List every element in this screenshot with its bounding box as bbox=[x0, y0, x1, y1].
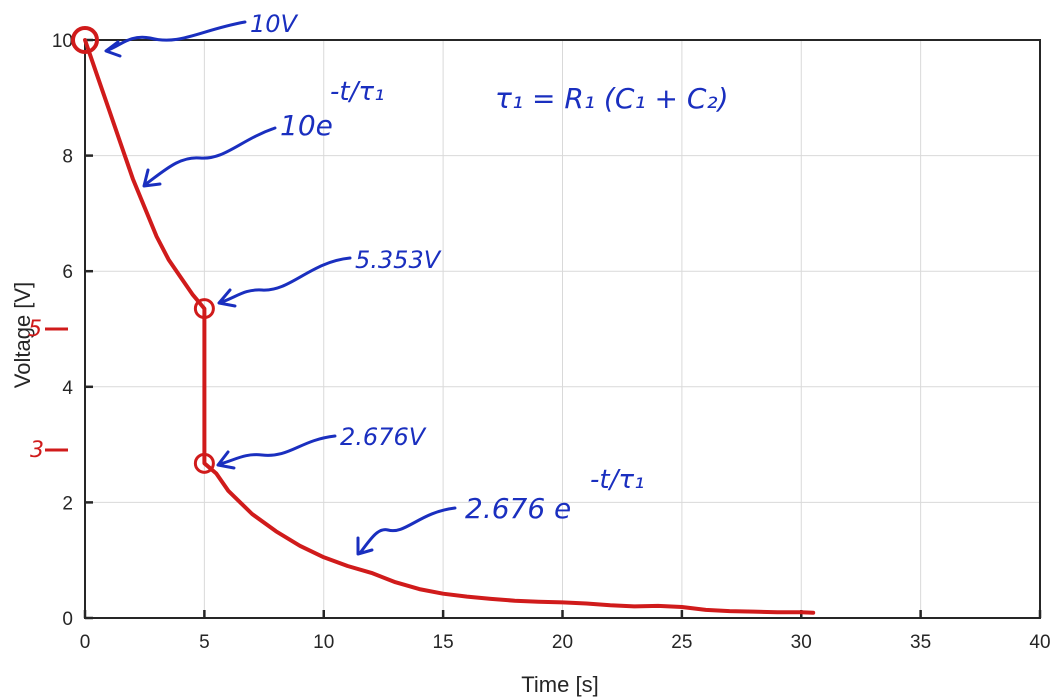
eq1-base: 10e bbox=[280, 109, 333, 142]
handwritten-tick-5: 5 bbox=[28, 317, 42, 342]
y-tick-label: 2 bbox=[62, 493, 73, 514]
grid-lines bbox=[84, 39, 1041, 619]
x-tick-label: 40 bbox=[1029, 632, 1050, 653]
arrow-5353v bbox=[217, 256, 352, 308]
y-tick-label: 6 bbox=[62, 262, 73, 283]
tick-labels: 0 5 10 15 20 25 30 35 40 0 2 4 6 8 10 bbox=[52, 31, 1051, 653]
label-5353v: 5.353V bbox=[355, 246, 442, 274]
handwritten-tick-3: 3 bbox=[30, 438, 44, 463]
y-axis-label: Voltage [V] bbox=[10, 282, 35, 388]
arrow-2676v bbox=[216, 434, 337, 470]
x-tick-label: 30 bbox=[791, 632, 812, 653]
point-marker bbox=[193, 298, 215, 320]
voltage-curve bbox=[83, 38, 816, 615]
x-tick-label: 10 bbox=[313, 632, 334, 653]
tau-equation: τ₁ = R₁ (C₁ + C₂) bbox=[495, 82, 729, 115]
x-tick-label: 35 bbox=[910, 632, 931, 653]
plot-frame bbox=[84, 39, 1041, 619]
arrow-eq1 bbox=[142, 126, 277, 188]
eq1-exponent: -t/τ₁ bbox=[330, 77, 384, 107]
x-tick-label: 20 bbox=[552, 632, 573, 653]
arrow-10v bbox=[104, 20, 247, 58]
y-tick-label: 8 bbox=[62, 147, 73, 168]
label-10v: 10V bbox=[250, 10, 299, 38]
arrow-eq2 bbox=[356, 506, 457, 556]
label-2676v: 2.676V bbox=[340, 423, 427, 451]
x-tick-label: 5 bbox=[199, 632, 210, 653]
point-marker bbox=[193, 452, 215, 474]
x-axis-label: Time [s] bbox=[521, 672, 598, 697]
y-tick-label: 0 bbox=[62, 609, 73, 630]
point-marker bbox=[71, 26, 99, 54]
eq2-exponent: -t/τ₁ bbox=[590, 465, 644, 495]
x-tick-label: 15 bbox=[433, 632, 454, 653]
eq2-base: 2.676 e bbox=[465, 492, 571, 525]
y-tick-label: 10 bbox=[52, 31, 73, 52]
markers bbox=[71, 26, 215, 474]
y-tick-label: 4 bbox=[62, 378, 73, 399]
x-tick-label: 0 bbox=[80, 632, 91, 653]
x-tick-label: 25 bbox=[671, 632, 692, 653]
